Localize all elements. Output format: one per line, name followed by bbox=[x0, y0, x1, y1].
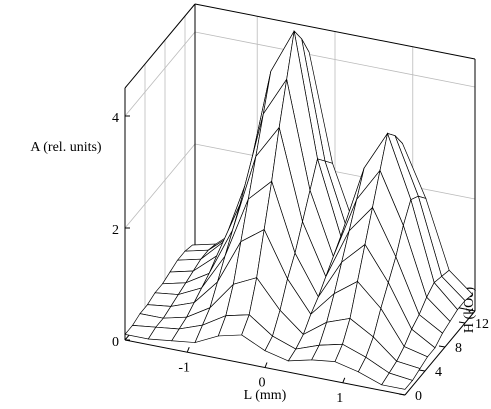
x-tick-label: 1 bbox=[336, 391, 343, 406]
z-tick-label: 2 bbox=[112, 223, 119, 238]
tick-mark bbox=[186, 347, 190, 353]
z-axis-label: A (rel. units) bbox=[30, 140, 101, 155]
tick-mark bbox=[264, 362, 268, 368]
tick-mark bbox=[418, 369, 426, 372]
x-tick-label: -1 bbox=[178, 360, 190, 375]
tick-mark bbox=[438, 345, 446, 348]
y-tick-label: 0 bbox=[415, 389, 422, 404]
tick-mark bbox=[398, 393, 406, 396]
y-tick-label: 12 bbox=[475, 317, 489, 332]
grid-line bbox=[124, 31, 196, 117]
z-tick-label: 0 bbox=[112, 335, 119, 350]
tick-mark bbox=[342, 377, 346, 383]
x-axis-label: L (mm) bbox=[244, 388, 287, 403]
box-edge bbox=[404, 310, 476, 396]
grid-line bbox=[124, 143, 196, 229]
y-tick-label: 8 bbox=[455, 341, 462, 356]
surface-cell bbox=[381, 372, 414, 390]
box-edge bbox=[124, 3, 196, 89]
x-tick-label: 0 bbox=[259, 376, 266, 391]
box-edge bbox=[194, 3, 476, 60]
y-tick-label: 4 bbox=[435, 365, 442, 380]
tick-mark bbox=[458, 321, 466, 324]
z-tick-label: 4 bbox=[112, 111, 119, 126]
